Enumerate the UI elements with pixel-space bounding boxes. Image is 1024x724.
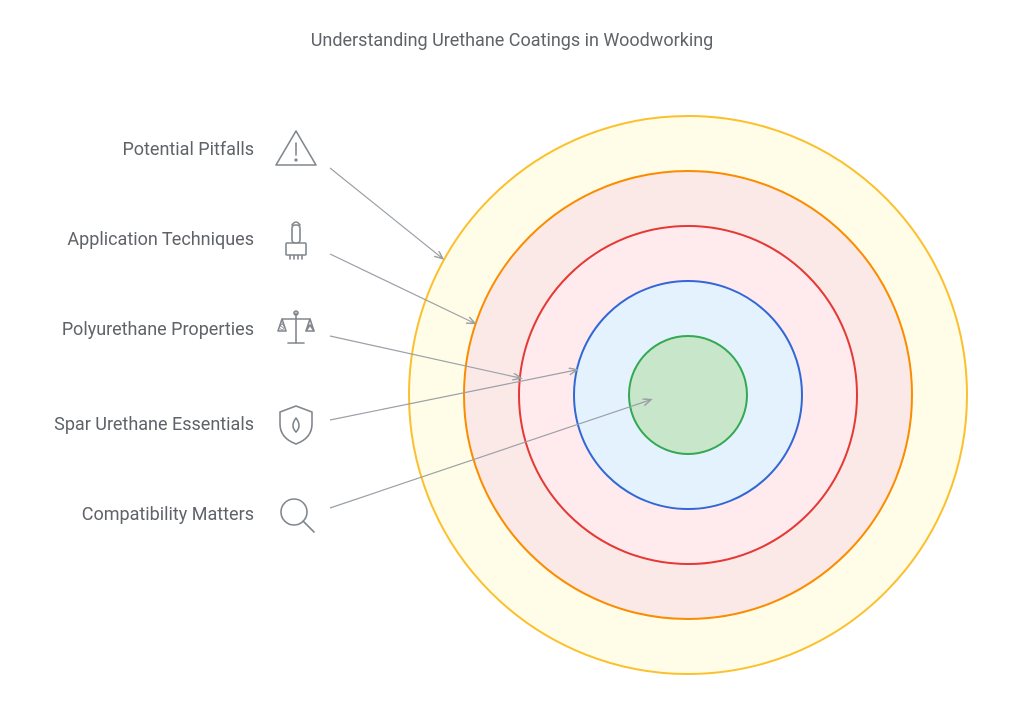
balance-scale-icon [272, 305, 320, 353]
label-text: Polyurethane Properties [0, 319, 258, 340]
warning-triangle-icon [272, 125, 320, 173]
page-title: Understanding Urethane Coatings in Woodw… [311, 30, 714, 51]
label-text: Spar Urethane Essentials [0, 414, 258, 435]
label-row-2: Polyurethane Properties [0, 305, 320, 353]
arrow-0 [330, 168, 442, 258]
label-row-1: Application Techniques [0, 215, 320, 263]
paintbrush-icon [272, 215, 320, 263]
magnifier-icon [272, 490, 320, 538]
label-text: Potential Pitfalls [0, 139, 258, 160]
ring-4 [628, 335, 748, 455]
label-row-0: Potential Pitfalls [0, 125, 320, 173]
label-text: Compatibility Matters [0, 504, 258, 525]
label-row-3: Spar Urethane Essentials [0, 400, 320, 448]
label-row-4: Compatibility Matters [0, 490, 320, 538]
label-text: Application Techniques [0, 229, 258, 250]
shield-drop-icon [272, 400, 320, 448]
